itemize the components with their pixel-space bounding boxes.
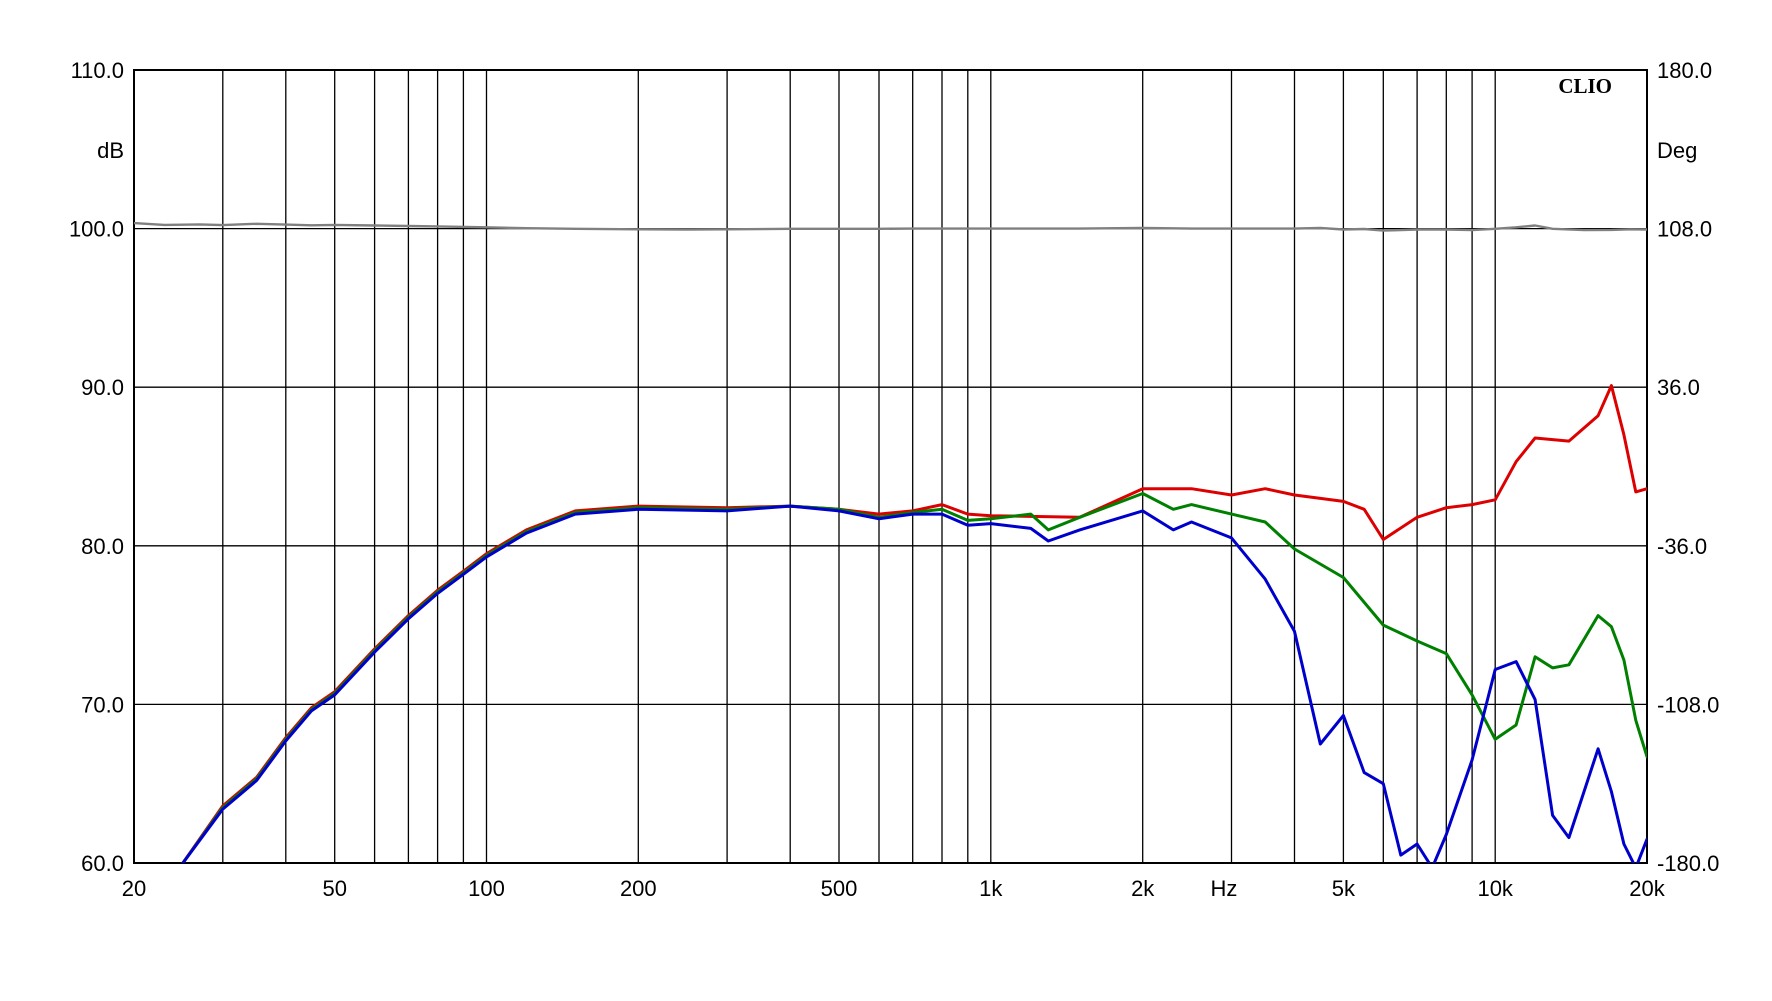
y-axis-left-unit: dB	[97, 138, 124, 163]
y-tick-label-left: 80.0	[81, 534, 124, 559]
response-curve-blue	[181, 504, 1647, 863]
series-layer	[134, 221, 1647, 863]
y-tick-label-right: -180.0	[1657, 851, 1719, 876]
x-tick-label: 100	[468, 876, 505, 901]
y-tick-label-left: 110.0	[71, 58, 124, 83]
brand-label: CLIO	[1558, 74, 1612, 98]
x-tick-label: 500	[821, 876, 858, 901]
y-tick-label-right: -108.0	[1657, 692, 1719, 717]
x-tick-label: 5k	[1332, 876, 1356, 901]
phase-curve	[134, 221, 1647, 232]
y-tick-label-right: 108.0	[1657, 217, 1712, 242]
x-tick-label: 20	[122, 876, 146, 901]
y-tick-label-right: -36.0	[1657, 534, 1707, 559]
x-tick-label: 200	[620, 876, 657, 901]
y-tick-label-left: 70.0	[81, 692, 124, 717]
axis-labels: 20 50 100 200 500 1k 2k 5k 10k 20k 60.0 70.0 80.0 90.…	[69, 58, 1719, 901]
y-tick-label-left: 100.0	[69, 217, 124, 242]
y-tick-label-right: 180.0	[1657, 58, 1712, 83]
x-tick-label: 50	[322, 876, 346, 901]
x-tick-label: 2k	[1131, 876, 1155, 901]
y-tick-label-left: 60.0	[81, 851, 124, 876]
x-tick-label: 1k	[979, 876, 1003, 901]
y-axis-right-unit: Deg	[1657, 138, 1697, 163]
x-tick-label: 10k	[1477, 876, 1513, 901]
plot-frame	[133, 69, 1648, 864]
y-tick-label-left: 90.0	[81, 375, 124, 400]
x-axis-unit: Hz	[1211, 876, 1238, 901]
y-tick-label-right: 36.0	[1657, 375, 1700, 400]
x-tick-label: 20k	[1629, 876, 1665, 901]
